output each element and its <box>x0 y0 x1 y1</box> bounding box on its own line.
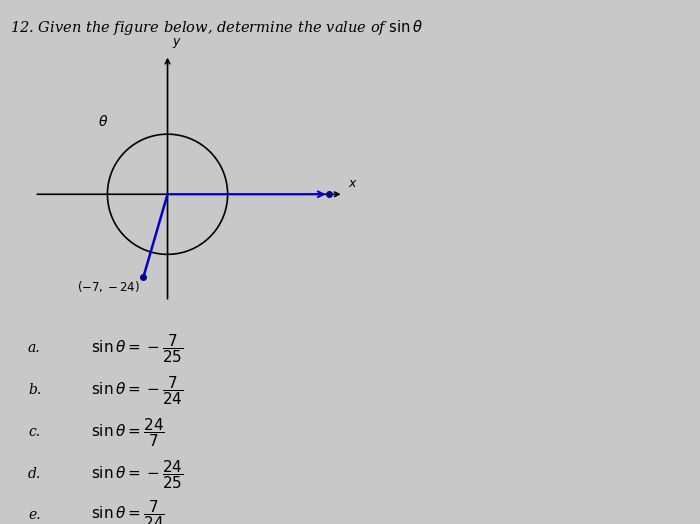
Text: e.: e. <box>28 508 41 521</box>
Text: $y$: $y$ <box>172 37 182 50</box>
Text: $\sin\theta = \dfrac{24}{7}$: $\sin\theta = \dfrac{24}{7}$ <box>91 416 164 449</box>
Text: $\sin\theta = -\dfrac{7}{24}$: $\sin\theta = -\dfrac{7}{24}$ <box>91 374 183 407</box>
Text: $\sin\theta = \dfrac{7}{24}$: $\sin\theta = \dfrac{7}{24}$ <box>91 498 164 524</box>
Text: 12. Given the figure below, determine the value of $\sin\theta$: 12. Given the figure below, determine th… <box>10 18 424 37</box>
Text: $x$: $x$ <box>348 177 358 190</box>
Text: b.: b. <box>28 384 41 397</box>
Text: d.: d. <box>28 467 41 481</box>
Text: a.: a. <box>28 342 41 355</box>
Text: $\sin\theta = -\dfrac{7}{25}$: $\sin\theta = -\dfrac{7}{25}$ <box>91 332 183 365</box>
Text: $\sin\theta = -\dfrac{24}{25}$: $\sin\theta = -\dfrac{24}{25}$ <box>91 458 183 490</box>
Text: c.: c. <box>28 425 40 439</box>
Text: $(-7,-24)$: $(-7,-24)$ <box>78 279 140 294</box>
Text: $\theta$: $\theta$ <box>98 114 108 129</box>
